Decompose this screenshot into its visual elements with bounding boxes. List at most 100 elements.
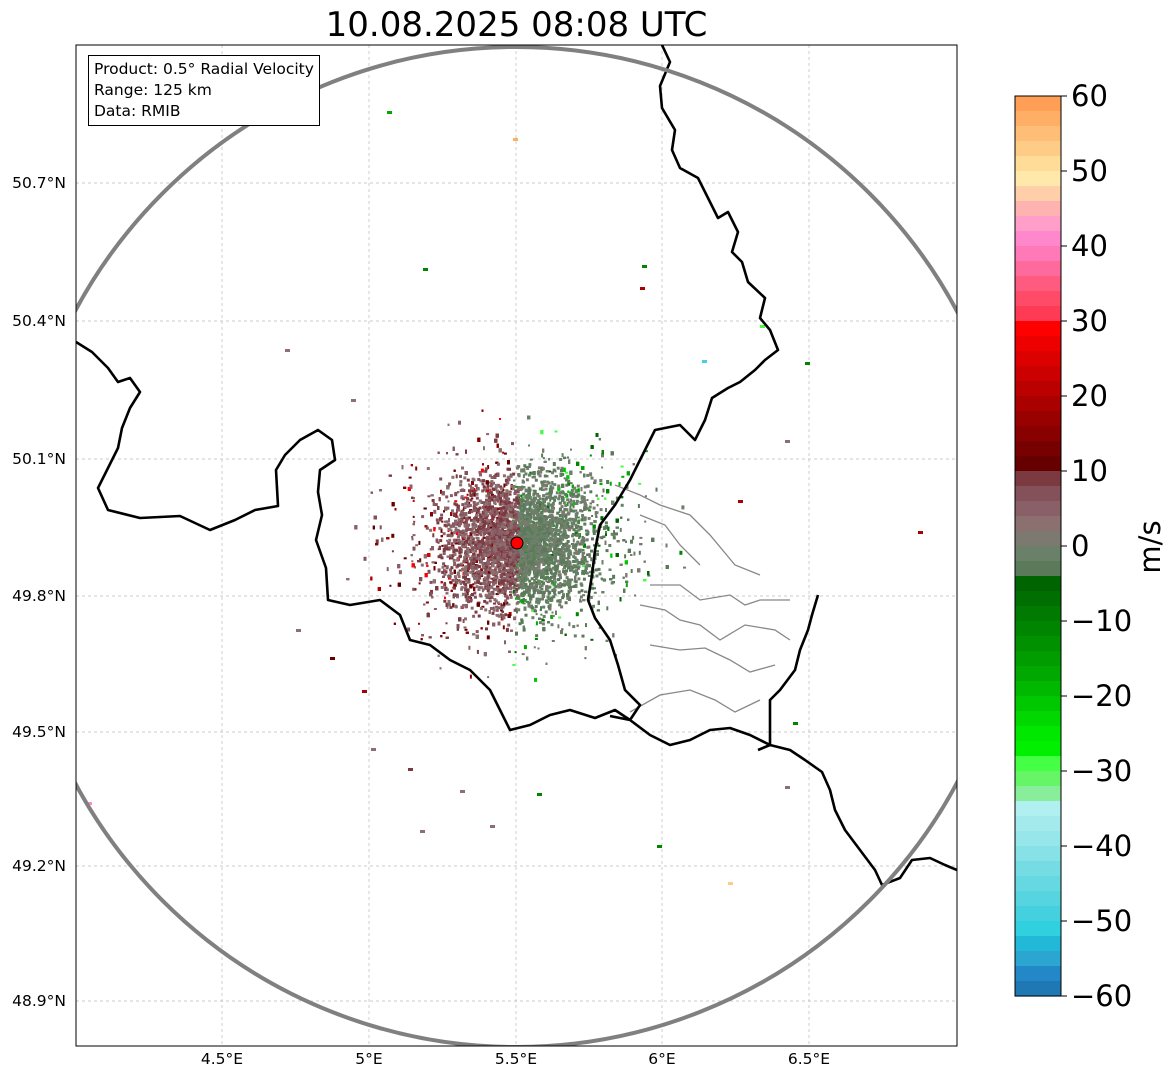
echo-pixel (497, 621, 501, 626)
echo-pixel (597, 544, 601, 547)
echo-pixel (665, 543, 668, 548)
echo-pixel (540, 588, 544, 590)
echo-pixel (472, 583, 475, 586)
echo-pixel (521, 591, 525, 594)
echo-pixel (437, 548, 440, 551)
echo-pixel (503, 452, 507, 455)
echo-pixel (515, 631, 518, 636)
echo-pixel (515, 485, 518, 488)
echo-pixel (456, 550, 459, 553)
echo-pixel (575, 612, 579, 617)
echo-pixel (490, 577, 494, 580)
echo-pixel (589, 472, 593, 477)
echo-pixel (503, 483, 506, 488)
echo-pixel (561, 453, 564, 458)
echo-pixel (363, 556, 367, 561)
echo-pixel (624, 554, 627, 559)
echo-pixel (620, 465, 624, 468)
echo-pixel (558, 599, 562, 603)
echo-pixel (464, 593, 468, 598)
echo-pixel (488, 502, 492, 507)
echo-pixel (411, 560, 414, 563)
echo-pixel (408, 476, 412, 479)
echo-pixel (456, 508, 458, 513)
echo-pixel (565, 557, 568, 560)
echo-pixel (412, 534, 416, 537)
echo-pixel (462, 619, 465, 623)
echo-pixel (579, 600, 583, 603)
echo-pixel (480, 468, 484, 473)
echo-pixel (591, 515, 594, 517)
echo-pixel (430, 589, 433, 594)
echo-pixel (418, 622, 420, 625)
echo-pixel (585, 623, 587, 628)
echo-pixel (455, 474, 458, 479)
echo-pixel (535, 613, 538, 616)
echo-pixel (644, 495, 647, 498)
echo-pixel (619, 527, 622, 532)
echo-pixel (433, 509, 437, 514)
echo-pixel (486, 433, 490, 436)
echo-pixel (403, 557, 407, 560)
echo-pixel (606, 480, 610, 484)
echo-pixel (490, 514, 493, 517)
echo-pixel (471, 528, 475, 530)
echo-pixel (480, 534, 483, 537)
echo-pixel (505, 627, 509, 632)
echo-pixel (549, 497, 552, 502)
echo-pixel (492, 606, 495, 611)
echo-pixel (582, 594, 586, 597)
echo-pixel (546, 505, 550, 510)
echo-pixel (458, 572, 460, 575)
echo-pixel (598, 626, 601, 629)
echo-pixel (501, 604, 505, 607)
echo-pixel (558, 616, 562, 619)
echo-pixel (683, 566, 686, 569)
echo-pixel (557, 624, 560, 629)
echo-pixel (453, 562, 457, 566)
echo-pixel (550, 614, 554, 619)
echo-pixel (644, 450, 648, 453)
echo-pixel (647, 574, 651, 577)
echo-pixel (569, 505, 572, 510)
echo-pixel (522, 474, 525, 479)
echo-pixel (681, 505, 685, 510)
echo-pixel (638, 482, 642, 485)
echo-pixel (551, 640, 555, 642)
echo-pixel (612, 574, 616, 579)
echo-pixel (453, 583, 456, 588)
echo-pixel (644, 520, 647, 523)
echo-pixel (523, 645, 527, 650)
echo-pixel (498, 511, 501, 516)
echo-pixel (587, 530, 590, 535)
echo-pixel (473, 523, 477, 528)
echo-pixel (550, 546, 553, 549)
echo-pixel (464, 628, 468, 631)
echo-pixel (537, 647, 540, 650)
echo-pixel (587, 575, 591, 577)
echo-pixel (468, 645, 471, 650)
echo-pixel (413, 520, 416, 523)
echo-pixel (411, 536, 414, 538)
echo-pixel (621, 475, 625, 478)
map-title: 10.08.2025 08:08 UTC (325, 5, 708, 45)
echo-pixel (407, 627, 411, 632)
echo-pixel (458, 420, 461, 425)
echo-pixel (440, 489, 442, 494)
echo-pixel (443, 520, 446, 523)
echo-pixel (488, 510, 491, 513)
echo-pixel (521, 653, 525, 656)
echo-pixel (609, 481, 612, 486)
echo-pixel (567, 481, 571, 486)
echo-pixel (415, 544, 419, 547)
echo-pixel (454, 500, 458, 503)
echo-pixel (577, 516, 580, 519)
echo-pixel (506, 603, 509, 606)
echo-pixel (633, 551, 636, 556)
echo-pixel (630, 539, 633, 544)
echo-pixel (514, 651, 517, 654)
echo-pixel (605, 532, 607, 537)
echo-pixel (506, 570, 509, 575)
echo-pixel (487, 465, 490, 470)
